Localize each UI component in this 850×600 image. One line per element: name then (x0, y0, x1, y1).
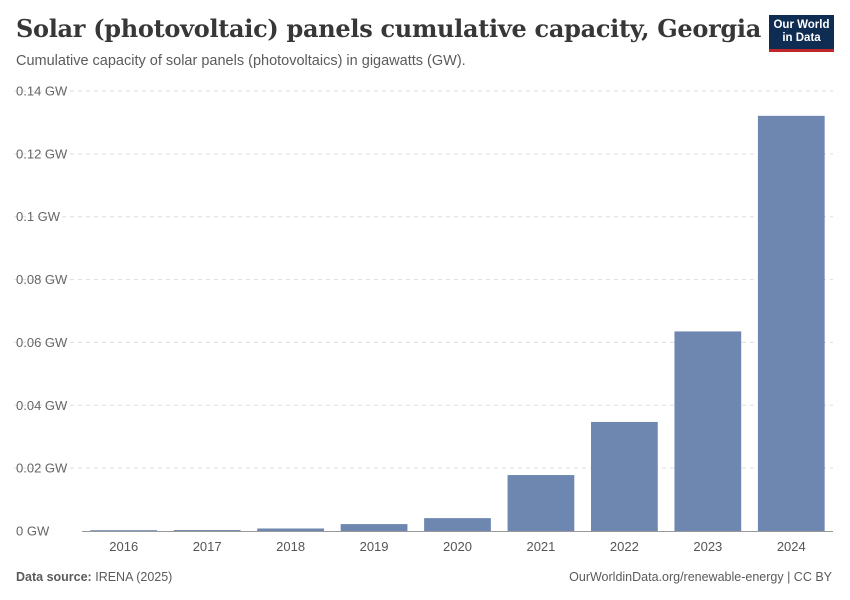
x-tick-label: 2016 (109, 539, 138, 554)
x-tick-label: 2017 (193, 539, 222, 554)
y-tick-label: 0.12 GW (16, 146, 68, 161)
y-tick-label: 0 GW (16, 524, 50, 539)
bar (674, 331, 742, 531)
bar (424, 518, 491, 531)
y-tick-label: 0.08 GW (16, 272, 68, 287)
x-tick-label: 2023 (693, 539, 722, 554)
data-source-label: Data source: (16, 570, 92, 584)
owid-logo[interactable]: Our World in Data (769, 15, 834, 52)
bar (173, 530, 241, 531)
logo-line-1: Our World (773, 19, 830, 31)
y-tick-label: 0.06 GW (16, 335, 68, 350)
logo-line-2: in Data (782, 32, 821, 44)
x-tick-label: 2021 (526, 539, 555, 554)
bar (90, 530, 158, 531)
bar (591, 421, 658, 531)
bar (257, 528, 324, 531)
chart-title: Solar (photovoltaic) panels cumulative c… (16, 14, 761, 43)
x-tick-label: 2020 (443, 539, 472, 554)
chart-subtitle: Cumulative capacity of solar panels (pho… (16, 53, 466, 69)
x-tick-label: 2022 (610, 539, 639, 554)
x-tick-label: 2019 (360, 539, 389, 554)
bar (507, 475, 575, 531)
y-tick-label: 0.1 GW (16, 209, 61, 224)
data-source-value[interactable]: IRENA (2025) (95, 570, 173, 584)
x-tick-label: 2024 (777, 539, 806, 554)
bar (757, 115, 825, 531)
x-tick-label: 2018 (276, 539, 305, 554)
y-tick-label: 0.04 GW (16, 398, 68, 413)
data-source: Data source: IRENA (2025) (16, 570, 172, 584)
y-tick-label: 0.14 GW (16, 84, 68, 99)
y-tick-label: 0.02 GW (16, 461, 68, 476)
bar (340, 524, 408, 531)
url-license[interactable]: OurWorldinData.org/renewable-energy | CC… (569, 570, 832, 584)
